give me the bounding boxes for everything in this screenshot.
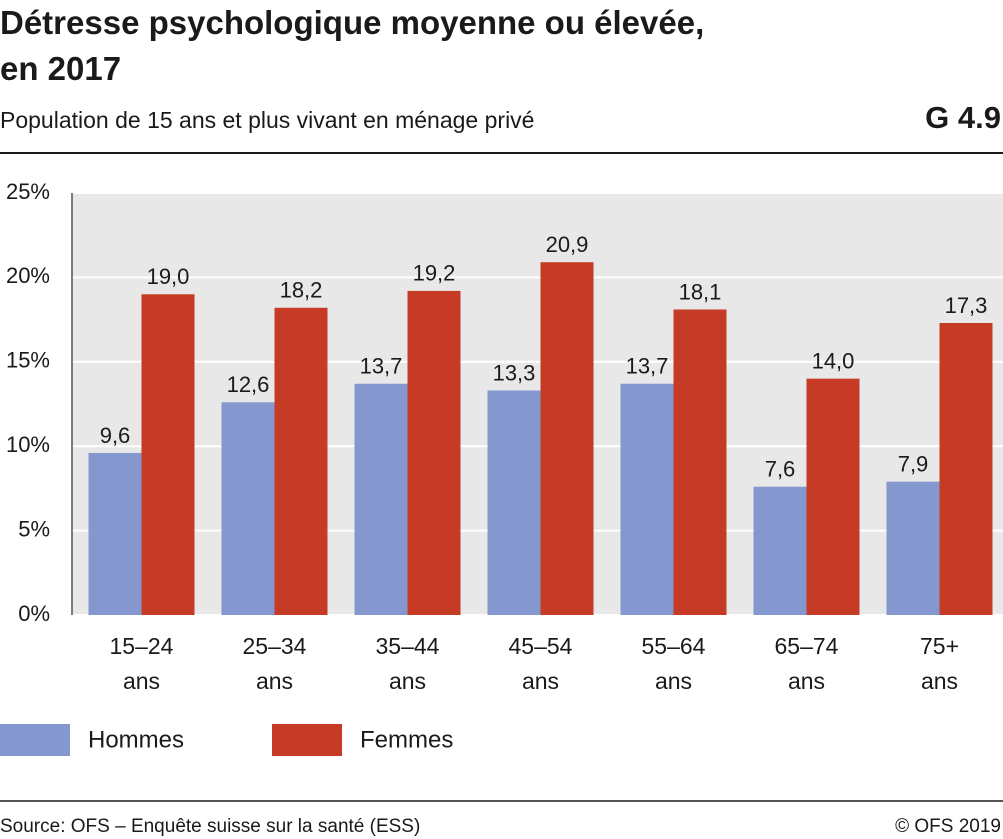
value-label: 14,0 <box>812 348 855 373</box>
source: Source: OFS – Enquête suisse sur la sant… <box>0 816 420 837</box>
legend-swatch <box>0 724 70 756</box>
bar <box>354 383 408 615</box>
chart-subtitle: Population de 15 ans et plus vivant en m… <box>0 107 534 133</box>
x-tick-label: 25–34 ans <box>243 633 307 694</box>
bar <box>88 452 142 615</box>
bar <box>806 378 860 615</box>
value-label: 13,3 <box>493 360 536 385</box>
value-label: 13,7 <box>626 354 669 379</box>
value-label: 7,6 <box>765 457 796 482</box>
value-label: 9,6 <box>100 423 131 448</box>
copyright: © OFS 2019 <box>895 816 1001 837</box>
bar <box>487 390 541 615</box>
y-tick-label: 0% <box>18 601 50 626</box>
bar <box>274 307 328 615</box>
x-tick-label: 65–74 ans <box>775 633 839 694</box>
value-label: 20,9 <box>546 232 589 257</box>
y-tick-label: 15% <box>6 348 50 373</box>
value-label: 18,1 <box>679 279 722 304</box>
x-tick-label: 35–44 ans <box>376 633 440 694</box>
x-tick-label: 45–54 ans <box>509 633 573 694</box>
bar <box>540 262 594 615</box>
value-label: 18,2 <box>280 278 323 303</box>
bar <box>141 294 195 615</box>
chart-title: Détresse psychologique moyenne ou élevée… <box>0 4 704 41</box>
x-tick-label: 15–24 ans <box>110 633 174 694</box>
x-tick-label: 75+ ans <box>920 633 959 694</box>
bar <box>753 486 807 615</box>
value-label: 17,3 <box>945 293 988 318</box>
y-tick-label: 5% <box>18 516 50 541</box>
bar <box>407 290 461 615</box>
y-tick-label: 20% <box>6 263 50 288</box>
chart-id: G 4.9 <box>925 100 1001 135</box>
value-label: 19,0 <box>147 264 190 289</box>
legend-label: Hommes <box>88 726 184 753</box>
legend-label: Femmes <box>360 726 453 753</box>
value-label: 13,7 <box>360 354 403 379</box>
bar <box>939 322 993 615</box>
bar <box>221 402 275 615</box>
value-label: 7,9 <box>898 451 929 476</box>
value-label: 19,2 <box>413 261 456 286</box>
chart-title: en 2017 <box>0 50 121 87</box>
bar <box>673 309 727 615</box>
y-tick-label: 25% <box>6 179 50 204</box>
legend-swatch <box>272 724 342 756</box>
bar <box>886 481 940 615</box>
x-tick-label: 55–64 ans <box>642 633 706 694</box>
bar <box>620 383 674 615</box>
y-tick-label: 10% <box>6 432 50 457</box>
value-label: 12,6 <box>227 372 270 397</box>
